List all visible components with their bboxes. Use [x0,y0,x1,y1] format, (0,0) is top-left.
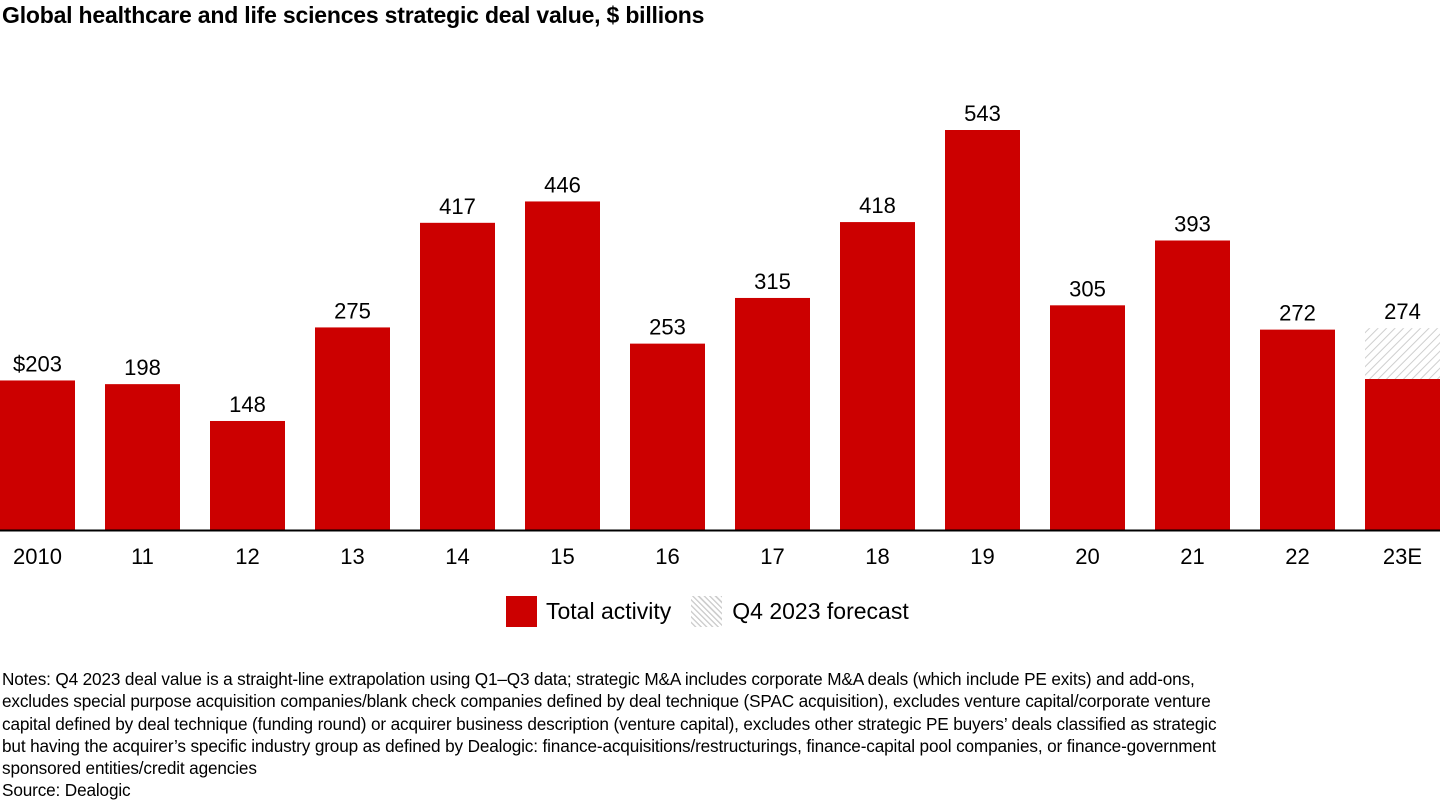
bar-total-activity-13 [315,327,390,530]
bar-total-activity-19 [945,130,1020,530]
bar-total-activity-18 [840,222,915,530]
data-label-15: 446 [544,172,581,197]
x-tick-label-16: 16 [655,544,679,569]
bar-total-activity-17 [735,297,810,530]
bar-total-activity-2010 [0,380,75,530]
bar-q4-forecast-23E [1365,328,1440,379]
note-line: capital defined by deal technique (fundi… [2,713,1217,734]
legend-label-q4-forecast: Q4 2023 forecast [732,598,909,624]
x-tick-label-13: 13 [340,544,364,569]
note-line: but having the acquirer’s specific indus… [2,735,1216,756]
x-tick-label-12: 12 [235,544,259,569]
bar-total-activity-22 [1260,329,1335,530]
x-tick-label-11: 11 [131,544,154,569]
bar-total-activity-14 [420,222,495,530]
x-tick-label-19: 19 [970,544,994,569]
note-line: sponsored entities/credit agencies [2,758,257,779]
x-tick-label-2010: 2010 [13,544,62,569]
data-label-22: 272 [1279,301,1316,326]
data-label-20: 305 [1069,276,1106,301]
data-label-16: 253 [649,315,686,340]
data-label-21: 393 [1174,211,1211,236]
note-line: excludes special purpose acquisition com… [2,691,1211,712]
x-tick-label-14: 14 [445,544,469,569]
data-label-23E: 274 [1384,299,1421,324]
x-tick-label-20: 20 [1075,544,1099,569]
data-label-2010: $203 [13,351,62,376]
labels-group: $203 2010 198 11 148 12 275 13 417 14 446 15 253 16 31… [13,101,1422,569]
x-tick-label-17: 17 [760,544,784,569]
legend-label-total-activity: Total activity [546,598,672,624]
data-label-14: 417 [439,194,476,219]
bar-total-activity-12 [210,420,285,530]
data-label-11: 198 [124,355,161,380]
notes-block: Notes: Q4 2023 deal value is a straight-… [2,668,1440,802]
x-tick-label-21: 21 [1180,544,1204,569]
bar-total-activity-16 [630,343,705,530]
bar-total-activity-23E [1365,378,1440,530]
bar-total-activity-11 [105,384,180,530]
data-label-13: 275 [334,298,371,323]
bar-chart: $203 2010 198 11 148 12 275 13 417 14 446 15 253 16 31… [0,101,1440,569]
legend: Total activity Q4 2023 forecast [506,596,909,627]
legend-swatch-total-activity [506,596,537,627]
x-tick-label-18: 18 [865,544,889,569]
data-label-18: 418 [859,193,896,218]
bar-total-activity-15 [525,201,600,530]
bars-group [0,130,1440,530]
x-tick-label-15: 15 [550,544,574,569]
note-line: Notes: Q4 2023 deal value is a straight-… [2,669,1195,689]
x-tick-label-22: 22 [1285,544,1309,569]
source-line: Source: Dealogic [2,780,131,801]
bar-total-activity-20 [1050,305,1125,530]
x-tick-label-23E: 23E [1383,544,1422,569]
bar-total-activity-21 [1155,240,1230,530]
data-label-12: 148 [229,392,266,417]
data-label-17: 315 [754,269,791,294]
data-label-19: 543 [964,101,1001,126]
chart-title: Global healthcare and life sciences stra… [2,2,705,28]
legend-swatch-q4-forecast [691,596,723,627]
